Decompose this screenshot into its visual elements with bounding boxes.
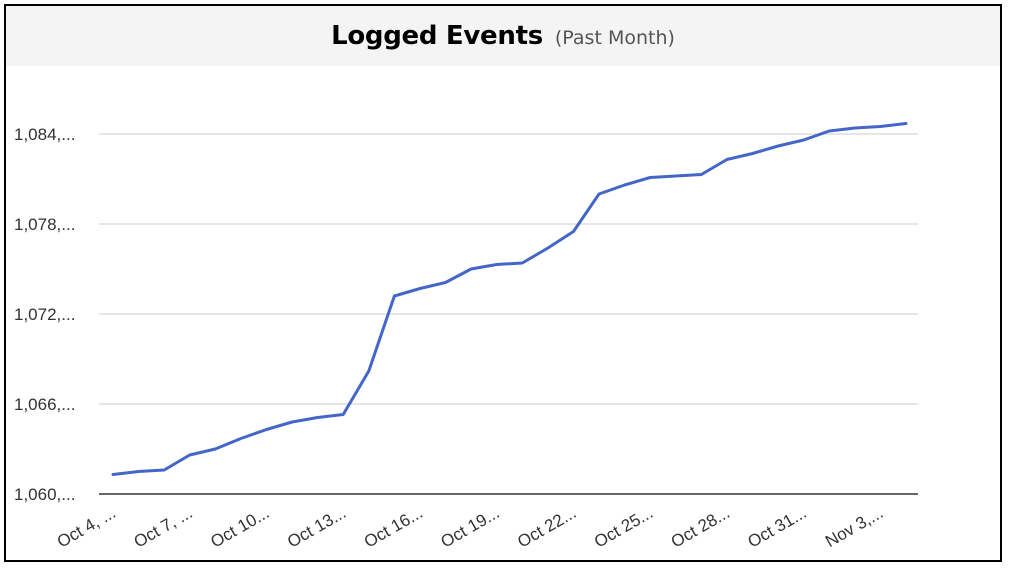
data-point [392,294,396,298]
data-point [623,183,627,187]
data-point [495,263,499,267]
data-point [904,122,908,126]
x-tick-label: Oct 10... [207,503,272,552]
data-point [546,246,550,250]
data-point [776,144,780,148]
data-point [162,468,166,472]
x-tick-label: Oct 19... [438,503,503,552]
x-tick-label: Oct 13... [284,503,349,552]
chart-subtitle: (Past Month) [554,27,675,49]
data-point [878,125,882,129]
data-point [239,437,243,441]
chart-header: Logged Events (Past Month) [6,6,1000,66]
data-point [341,413,345,417]
data-point [367,369,371,373]
data-point [188,453,192,457]
data-point [648,176,652,180]
data-point [853,126,857,130]
data-point [290,420,294,424]
data-point [264,428,268,432]
x-tick-label: Oct 28... [668,503,733,552]
y-tick-label: 1,060,... [14,485,75,504]
data-point [725,158,729,162]
data-point [316,416,320,420]
y-tick-label: 1,066,... [14,395,75,414]
data-point [418,287,422,291]
data-point [469,267,473,271]
data-point [827,129,831,133]
data-point [674,174,678,178]
data-point [597,192,601,196]
data-point [213,447,217,451]
line-chart: 1,060,... 1,066,... 1,072,... 1,078,... 1,08… [14,122,918,552]
x-tick-label: Oct 31... [745,503,810,552]
y-tick-label: 1,078,... [14,215,75,234]
x-tick-label: Nov 3,... [822,503,886,551]
data-point [699,173,703,177]
data-point [444,281,448,285]
x-tick-label: Oct 7, ... [131,503,196,552]
y-tick-label: 1,084,... [14,125,75,144]
x-tick-label: Oct 4, ... [54,503,119,552]
chart-frame: Logged Events (Past Month) 1,060,... 1,06… [4,4,1002,562]
series-line [111,122,908,476]
data-point [802,138,806,142]
data-point [571,230,575,234]
x-tick-label: Oct 22... [514,503,579,552]
data-point [751,152,755,156]
data-point [137,470,141,474]
chart-title: Logged Events [331,21,543,51]
x-tick-label: Oct 16... [361,503,426,552]
data-point [520,261,524,265]
x-tick-label: Oct 25... [591,503,656,552]
y-tick-label: 1,072,... [14,305,75,324]
data-point [111,473,115,477]
